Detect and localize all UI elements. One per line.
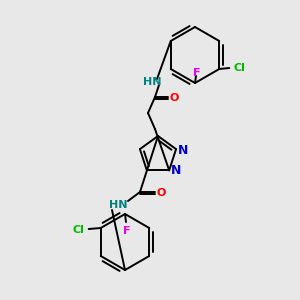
Text: N: N	[171, 164, 181, 177]
Text: Cl: Cl	[233, 63, 245, 73]
Text: F: F	[123, 226, 131, 236]
Text: F: F	[193, 68, 201, 78]
Text: N: N	[178, 144, 188, 157]
Text: HN: HN	[109, 200, 127, 210]
Text: Cl: Cl	[73, 225, 85, 235]
Text: HN: HN	[143, 77, 161, 87]
Text: O: O	[156, 188, 166, 198]
Text: O: O	[169, 93, 179, 103]
